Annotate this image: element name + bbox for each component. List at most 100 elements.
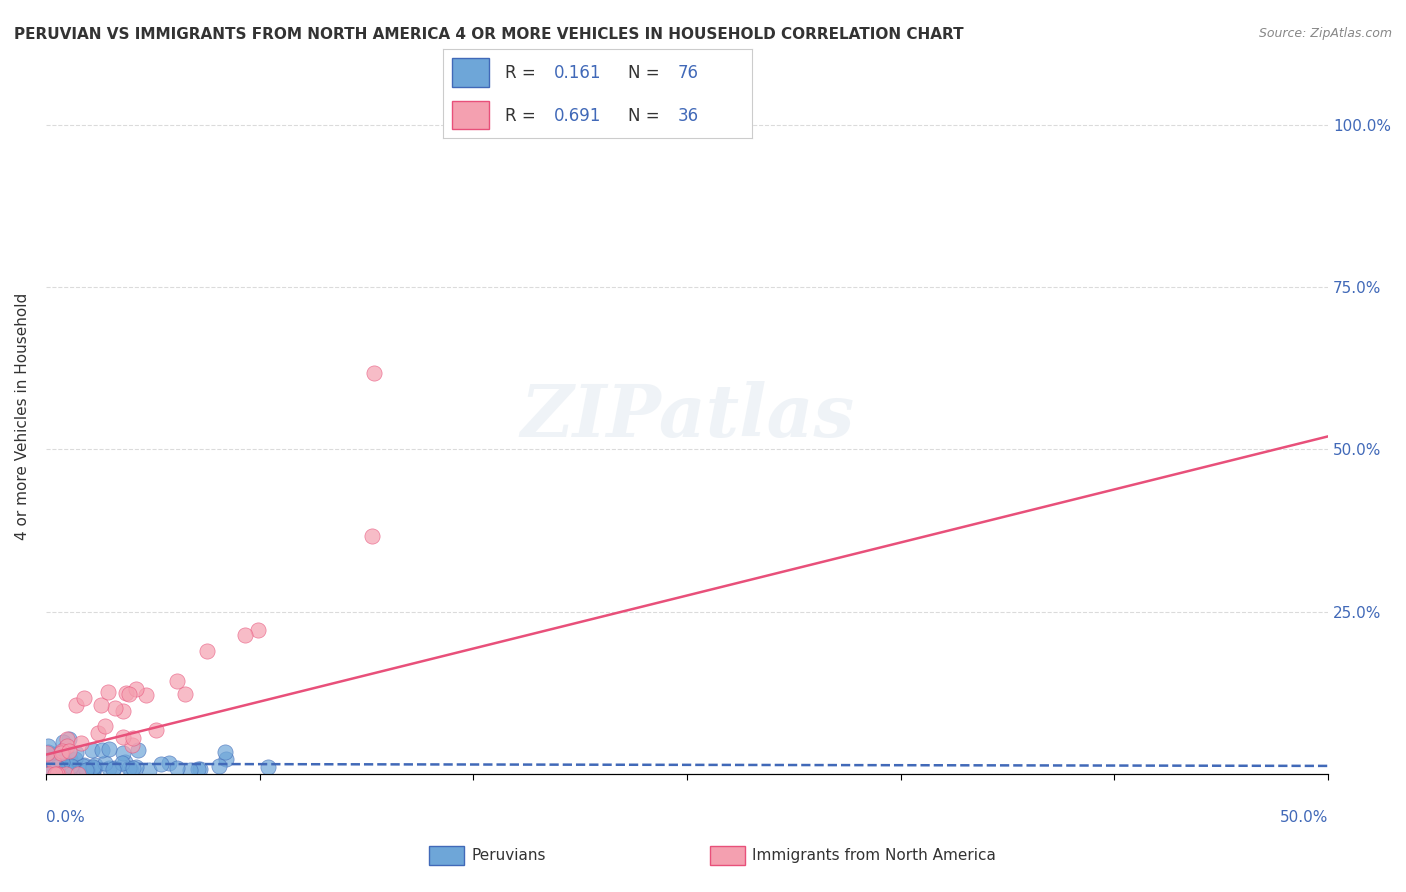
Point: [44, 757, 66, 772]
Point: [90, 698, 112, 712]
Point: [82, 762, 104, 776]
Point: [70, 764, 93, 778]
FancyBboxPatch shape: [453, 58, 489, 87]
Point: [52, 760, 75, 774]
Point: [83, 760, 105, 774]
Point: [55, 763, 77, 777]
Point: [59, 752, 82, 766]
Point: [66, 765, 89, 780]
Point: [35, 766, 58, 780]
FancyBboxPatch shape: [453, 101, 489, 129]
Point: [56, 739, 79, 753]
Point: [56, 731, 79, 746]
Point: [39, 764, 62, 778]
Point: [101, 763, 124, 777]
Text: 76: 76: [678, 64, 699, 82]
Point: [125, 681, 148, 696]
Point: [118, 687, 141, 701]
Point: [214, 745, 236, 759]
Point: [52, 766, 75, 780]
Text: Peruvians: Peruvians: [471, 848, 546, 863]
Point: [51, 755, 73, 769]
Point: [65, 746, 87, 760]
Point: [76, 764, 98, 778]
Point: [363, 366, 385, 380]
Point: [58, 765, 80, 780]
Point: [37, 739, 59, 754]
Point: [37, 746, 59, 760]
Point: [104, 701, 127, 715]
Point: [44, 767, 66, 781]
Text: Source: ZipAtlas.com: Source: ZipAtlas.com: [1258, 27, 1392, 40]
Point: [41, 751, 63, 765]
Point: [42, 762, 65, 776]
Point: [157, 756, 180, 770]
Text: R =: R =: [505, 107, 541, 125]
Point: [90, 743, 112, 757]
Text: 0.691: 0.691: [554, 107, 602, 125]
Point: [67, 767, 90, 781]
Point: [75, 763, 97, 777]
Point: [39, 765, 62, 780]
Point: [53, 763, 76, 777]
Point: [60, 759, 83, 773]
Point: [46, 760, 69, 774]
Point: [214, 752, 236, 766]
Point: [98, 761, 121, 775]
Point: [82, 764, 104, 779]
Point: [233, 628, 256, 642]
Point: [45, 755, 67, 769]
Point: [120, 763, 142, 777]
Point: [166, 674, 188, 689]
Point: [72, 759, 94, 773]
Point: [121, 739, 143, 753]
Text: N =: N =: [628, 64, 665, 82]
Text: 0.0%: 0.0%: [46, 810, 84, 825]
Point: [46, 763, 69, 777]
Point: [51, 743, 73, 757]
Point: [42, 760, 65, 774]
Point: [111, 746, 134, 760]
Point: [46, 767, 69, 781]
Point: [46, 763, 69, 777]
Text: N =: N =: [628, 107, 665, 125]
Point: [55, 767, 77, 781]
Y-axis label: 4 or more Vehicles in Household: 4 or more Vehicles in Household: [15, 293, 30, 541]
Point: [45, 761, 67, 775]
Point: [38, 763, 60, 777]
Point: [37, 764, 59, 779]
Point: [208, 758, 231, 772]
Text: 36: 36: [678, 107, 699, 125]
Point: [39, 751, 62, 765]
Point: [127, 743, 149, 757]
Point: [150, 756, 173, 771]
Point: [58, 731, 80, 746]
Point: [114, 755, 136, 769]
Point: [361, 529, 384, 543]
Point: [38, 764, 60, 779]
Point: [125, 760, 148, 774]
Point: [35, 755, 58, 769]
Point: [53, 753, 76, 767]
Point: [72, 691, 94, 706]
Point: [65, 698, 87, 712]
Text: Immigrants from North America: Immigrants from North America: [752, 848, 995, 863]
Point: [94, 756, 117, 770]
Point: [197, 644, 219, 658]
Point: [73, 758, 96, 772]
Point: [45, 765, 67, 780]
Point: [63, 752, 86, 766]
Point: [173, 687, 195, 701]
Text: PERUVIAN VS IMMIGRANTS FROM NORTH AMERICA 4 OR MORE VEHICLES IN HOUSEHOLD CORREL: PERUVIAN VS IMMIGRANTS FROM NORTH AMERIC…: [14, 27, 963, 42]
Point: [94, 719, 117, 733]
Point: [86, 725, 108, 739]
Point: [166, 761, 188, 775]
Point: [122, 731, 145, 745]
Point: [72, 764, 94, 779]
Point: [103, 761, 125, 775]
Text: 0.161: 0.161: [554, 64, 602, 82]
Point: [187, 762, 209, 776]
Point: [247, 623, 270, 637]
Text: R =: R =: [505, 64, 541, 82]
Point: [188, 762, 211, 776]
